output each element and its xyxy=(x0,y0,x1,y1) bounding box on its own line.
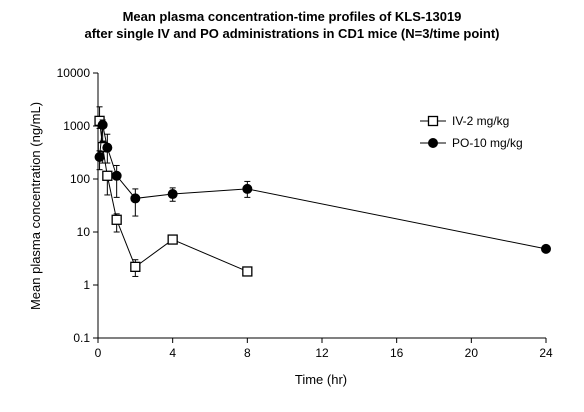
data-point-po xyxy=(94,152,105,163)
data-point-po xyxy=(541,243,551,254)
data-point-po xyxy=(130,193,141,204)
data-point-po xyxy=(102,142,113,153)
series-layer xyxy=(94,106,551,277)
data-point-iv xyxy=(102,170,113,181)
data-point-po xyxy=(97,119,108,130)
y-tick-label: 10000 xyxy=(57,66,91,80)
legend-entry-iv: IV-2 mg/kg xyxy=(420,114,509,128)
legend-marker-po xyxy=(428,138,438,148)
legend-label-po: PO-10 mg/kg xyxy=(452,136,523,150)
y-tick-label: 1000 xyxy=(63,119,90,133)
y-tick-label: 100 xyxy=(70,172,90,186)
legend-label-iv: IV-2 mg/kg xyxy=(452,114,509,128)
x-tick-label: 16 xyxy=(390,346,404,360)
chart-title: Mean plasma concentration-time profiles … xyxy=(0,8,584,42)
chart-title-line-2: after single IV and PO administrations i… xyxy=(84,26,500,41)
data-point-iv xyxy=(130,261,141,273)
data-point-iv xyxy=(167,234,178,245)
ticks: 0.1 1 10 100 1000 10000 0 4 8 12 16 20 24 xyxy=(57,66,553,360)
legend-marker-iv xyxy=(427,115,439,127)
data-point-iv xyxy=(111,214,122,225)
y-tick-label: 1 xyxy=(83,278,90,292)
x-tick-label: 24 xyxy=(539,346,553,360)
axes xyxy=(97,73,546,339)
data-point-iv xyxy=(242,266,253,277)
y-axis-label: Mean plasma concentration (ng/mL) xyxy=(28,102,43,310)
legend: IV-2 mg/kg PO-10 mg/kg xyxy=(420,114,523,150)
data-point-po xyxy=(111,170,122,181)
legend-entry-po: PO-10 mg/kg xyxy=(420,136,523,150)
x-tick-label: 4 xyxy=(169,346,176,360)
data-point-po xyxy=(167,189,178,200)
x-axis-label: Time (hr) xyxy=(295,372,347,387)
x-tick-label: 20 xyxy=(465,346,479,360)
x-tick-label: 12 xyxy=(315,346,329,360)
y-tick-label: 10 xyxy=(77,225,91,239)
x-tick-label: 8 xyxy=(244,346,251,360)
chart-title-line-1: Mean plasma concentration-time profiles … xyxy=(122,9,462,24)
x-tick-label: 0 xyxy=(95,346,102,360)
series-po xyxy=(94,119,551,254)
y-tick-label: 0.1 xyxy=(73,331,90,345)
data-point-po xyxy=(242,183,253,194)
